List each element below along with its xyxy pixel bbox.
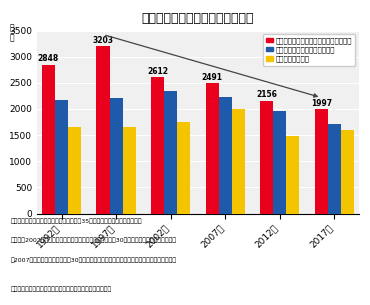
Text: 2491: 2491: [202, 73, 223, 82]
Text: 2007年以降は「常用労働者が30人以上の民営企業」に範囲が拡大されていることに留意。: 2007年以降は「常用労働者が30人以上の民営企業」に範囲が拡大されていることに…: [11, 258, 177, 263]
Bar: [232, 109, 245, 214]
Bar: [97, 46, 110, 214]
Text: 2612: 2612: [147, 66, 168, 76]
Bar: [123, 127, 136, 214]
Bar: [164, 91, 177, 214]
Text: 3203: 3203: [92, 36, 114, 45]
Bar: [151, 77, 164, 214]
Text: （出典）厚生労働省「就業構造基本調査」より、金融庁作成: （出典）厚生労働省「就業構造基本調査」より、金融庁作成: [11, 287, 112, 292]
Bar: [55, 100, 68, 214]
Bar: [260, 101, 273, 214]
Text: （注２）2002年以前は、調査対象は「本社の常用労働者が30人以上の民営企業」であるが、: （注２）2002年以前は、調査対象は「本社の常用労働者が30人以上の民営企業」で…: [11, 238, 177, 243]
Bar: [328, 124, 341, 214]
Text: 2156: 2156: [256, 91, 277, 99]
Bar: [68, 127, 81, 214]
Text: 2848: 2848: [38, 54, 59, 63]
Text: （注１）上記は、どの学歴形態別でも勤続35年以上の者を対象としている。: （注１）上記は、どの学歴形態別でも勤続35年以上の者を対象としている。: [11, 218, 143, 224]
Text: 1997: 1997: [311, 99, 332, 108]
Text: 万
円: 万 円: [10, 23, 14, 43]
Bar: [42, 65, 55, 214]
Bar: [286, 136, 299, 214]
Bar: [177, 122, 190, 214]
Bar: [206, 83, 219, 214]
Bar: [273, 111, 286, 214]
Bar: [110, 98, 123, 214]
Bar: [341, 130, 354, 214]
Legend: 大学・大学院卒（管理・事務・技術職）, 高校卒（管理・事務・技術職）, 高校卒（現業職）: 大学・大学院卒（管理・事務・技術職）, 高校卒（管理・事務・技術職）, 高校卒（…: [263, 34, 356, 66]
Title: 平均退職給付額（全規模）の推移: 平均退職給付額（全規模）の推移: [142, 12, 254, 25]
Bar: [315, 109, 328, 214]
Bar: [219, 97, 232, 214]
